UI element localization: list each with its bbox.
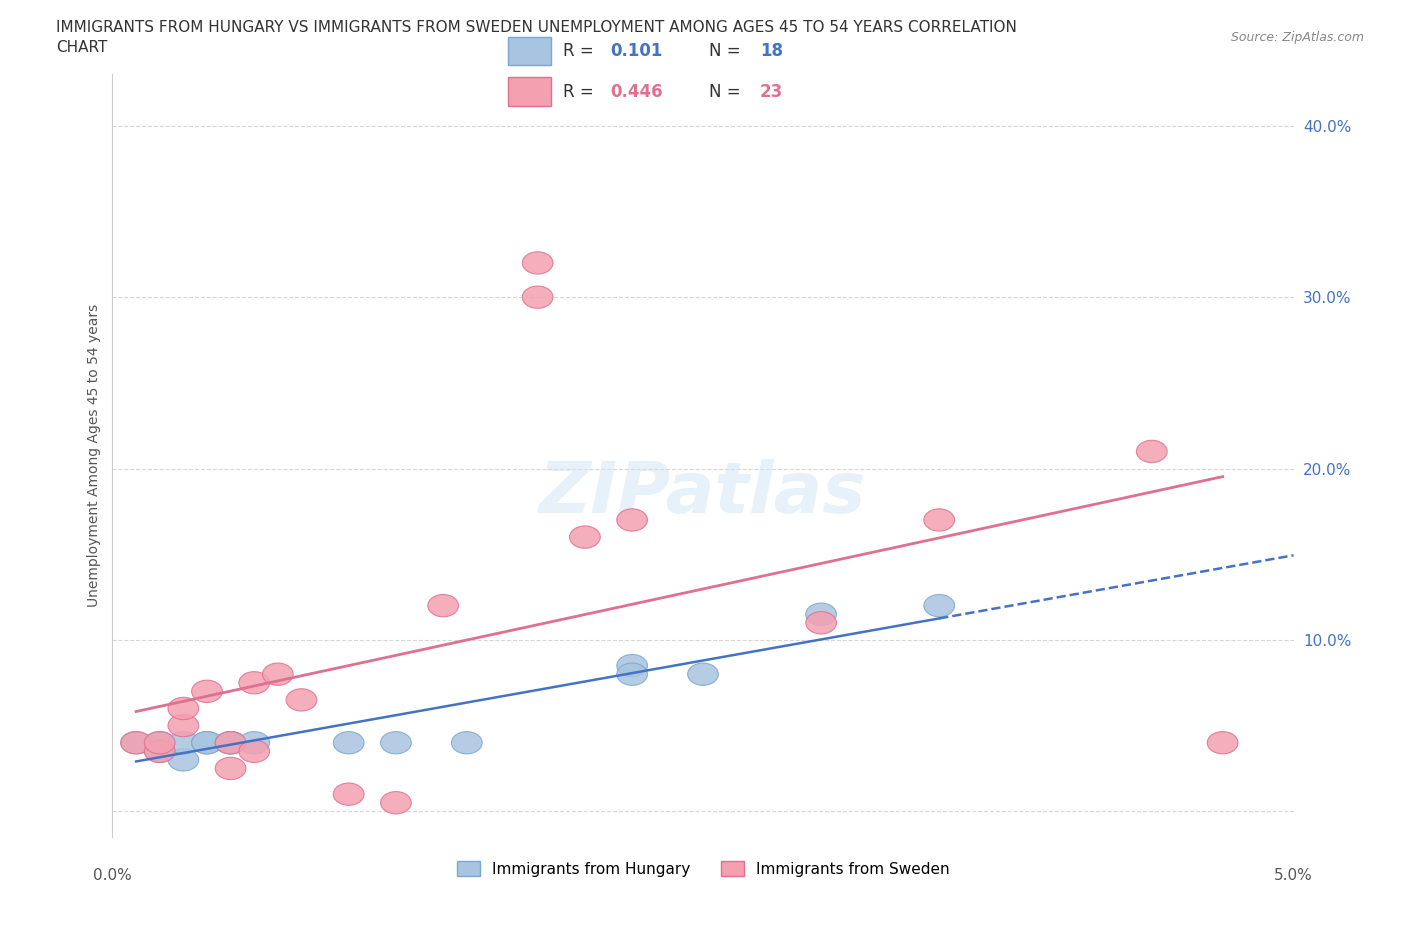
Ellipse shape xyxy=(617,655,648,677)
Text: R =: R = xyxy=(562,42,593,60)
Ellipse shape xyxy=(617,509,648,531)
Ellipse shape xyxy=(427,594,458,617)
Ellipse shape xyxy=(451,732,482,754)
Ellipse shape xyxy=(167,749,198,771)
Ellipse shape xyxy=(617,663,648,685)
Text: 5.0%: 5.0% xyxy=(1274,868,1313,883)
Text: 0.101: 0.101 xyxy=(610,42,662,60)
Ellipse shape xyxy=(924,509,955,531)
Ellipse shape xyxy=(191,732,222,754)
Ellipse shape xyxy=(145,740,176,763)
Ellipse shape xyxy=(121,732,152,754)
Legend: Immigrants from Hungary, Immigrants from Sweden: Immigrants from Hungary, Immigrants from… xyxy=(450,855,956,883)
Text: 23: 23 xyxy=(759,83,783,100)
Ellipse shape xyxy=(1208,732,1239,754)
Ellipse shape xyxy=(145,732,176,754)
Ellipse shape xyxy=(239,671,270,694)
Text: IMMIGRANTS FROM HUNGARY VS IMMIGRANTS FROM SWEDEN UNEMPLOYMENT AMONG AGES 45 TO : IMMIGRANTS FROM HUNGARY VS IMMIGRANTS FR… xyxy=(56,20,1017,35)
Text: Source: ZipAtlas.com: Source: ZipAtlas.com xyxy=(1230,31,1364,44)
Text: N =: N = xyxy=(709,42,740,60)
Ellipse shape xyxy=(215,732,246,754)
Y-axis label: Unemployment Among Ages 45 to 54 years: Unemployment Among Ages 45 to 54 years xyxy=(87,304,101,607)
Ellipse shape xyxy=(239,732,270,754)
Ellipse shape xyxy=(239,740,270,763)
Bar xyxy=(508,36,551,65)
Ellipse shape xyxy=(688,663,718,685)
Ellipse shape xyxy=(333,783,364,805)
Ellipse shape xyxy=(215,757,246,779)
Ellipse shape xyxy=(381,791,412,814)
Ellipse shape xyxy=(215,732,246,754)
Ellipse shape xyxy=(806,612,837,634)
Ellipse shape xyxy=(285,689,316,711)
Ellipse shape xyxy=(145,740,176,763)
Ellipse shape xyxy=(191,680,222,702)
Bar xyxy=(508,77,551,106)
Text: R =: R = xyxy=(562,83,593,100)
Ellipse shape xyxy=(924,594,955,617)
Text: CHART: CHART xyxy=(56,40,108,55)
Text: 0.446: 0.446 xyxy=(610,83,662,100)
Text: 0.0%: 0.0% xyxy=(93,868,132,883)
Ellipse shape xyxy=(121,732,152,754)
Text: N =: N = xyxy=(709,83,740,100)
Ellipse shape xyxy=(333,732,364,754)
Ellipse shape xyxy=(569,526,600,549)
Ellipse shape xyxy=(1136,440,1167,462)
Ellipse shape xyxy=(806,603,837,625)
Ellipse shape xyxy=(522,252,553,274)
Ellipse shape xyxy=(167,732,198,754)
Ellipse shape xyxy=(167,698,198,720)
Ellipse shape xyxy=(215,732,246,754)
Ellipse shape xyxy=(145,732,176,754)
Ellipse shape xyxy=(522,286,553,309)
Ellipse shape xyxy=(263,663,294,685)
Ellipse shape xyxy=(381,732,412,754)
Ellipse shape xyxy=(191,732,222,754)
Text: ZIPatlas: ZIPatlas xyxy=(540,459,866,528)
Ellipse shape xyxy=(167,714,198,737)
Text: 18: 18 xyxy=(759,42,783,60)
